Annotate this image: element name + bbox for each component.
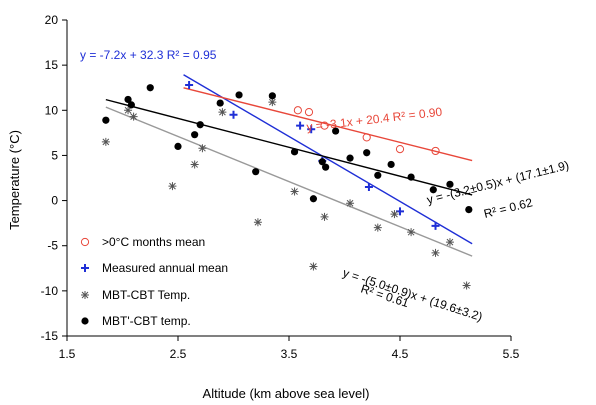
data-point-plus: [185, 81, 194, 90]
x-tick-label: 3.5: [281, 347, 298, 361]
data-point-plus: [296, 121, 305, 130]
data-point-asterisk: [129, 112, 138, 121]
axes: -15 -10 -5 0 5 10 15 20 1.5 2.5 3.5 4.5 5.5: [41, 13, 520, 361]
regression-line-3: [105, 106, 473, 257]
data-point-asterisk: [407, 228, 416, 237]
data-point-asterisk: [431, 248, 440, 257]
data-point-filled-circle: [429, 186, 437, 194]
data-point-open-circle: [362, 133, 371, 142]
data-point-filled-circle: [146, 84, 154, 92]
legend-item-open-circle: >0°C months mean: [80, 235, 205, 249]
data-point-asterisk: [190, 160, 199, 169]
legend-label: Measured annual mean: [102, 261, 228, 275]
legend-plus-marker: [81, 264, 89, 272]
y-tick-label: 10: [45, 103, 59, 117]
data-point-asterisk: [390, 210, 399, 219]
y-tick-label: 15: [45, 58, 59, 72]
black-regression-r2: R² = 0.62: [482, 195, 534, 221]
y-tick-label: 0: [51, 194, 58, 208]
y-tick-label: -10: [41, 284, 59, 298]
legend-label: >0°C months mean: [102, 235, 205, 249]
data-point-filled-circle: [387, 160, 395, 169]
data-point-filled-circle: [318, 158, 326, 166]
data-point-filled-circle: [374, 171, 382, 179]
data-point-open-circle: [395, 145, 405, 154]
data-point-asterisk: [290, 187, 299, 196]
data-point-open-circle: [320, 121, 329, 130]
data-point-filled-circle: [127, 101, 135, 109]
data-point-filled-circle: [268, 92, 276, 100]
data-point-filled-circle: [124, 95, 132, 104]
y-tick-label: 20: [45, 13, 59, 27]
data-point-plus: [364, 183, 373, 192]
data-point-plus: [307, 125, 316, 134]
regression-lines: [105, 74, 473, 257]
legend-item-asterisk: MBT-CBT Temp.: [81, 288, 190, 302]
legend-item-filled-circle: MBT'-CBT temp.: [81, 314, 191, 328]
data-point-filled-circle: [196, 121, 204, 129]
red-regression-equation: y = -3.1x + 20.4 R² = 0.90: [306, 105, 443, 134]
data-point-asterisk: [101, 137, 110, 146]
data-point-filled-circle: [407, 173, 415, 181]
data-point-asterisk: [124, 106, 133, 115]
data-point-filled-circle: [191, 131, 199, 139]
legend-item-plus: Measured annual mean: [81, 261, 228, 275]
data-point-plus: [431, 221, 440, 230]
data-point-filled-circle: [174, 142, 182, 150]
data-markers: [101, 81, 473, 290]
legend-label: MBT-CBT Temp.: [102, 288, 190, 302]
data-point-open-circle: [293, 106, 302, 115]
data-point-filled-circle: [216, 99, 224, 107]
data-point-filled-circle: [465, 206, 473, 214]
data-point-filled-circle: [446, 180, 454, 188]
data-point-plus: [229, 110, 238, 119]
legend: >0°C months mean Measured annual mean MB…: [80, 235, 228, 328]
data-point-filled-circle: [235, 91, 243, 99]
data-point-filled-circle: [309, 195, 318, 203]
data-point-filled-circle: [332, 127, 340, 135]
data-point-asterisk: [309, 262, 318, 271]
blue-regression-equation: y = -7.2x + 32.3 R² = 0.95: [80, 48, 217, 62]
data-point-filled-circle: [102, 116, 110, 124]
x-tick-label: 4.5: [392, 347, 409, 361]
data-point-asterisk: [218, 108, 227, 117]
x-tick-label: 1.5: [59, 347, 76, 361]
data-point-asterisk: [346, 199, 355, 208]
legend-asterisk-marker: [81, 291, 89, 299]
data-point-asterisk: [373, 223, 382, 232]
y-tick-label: -15: [41, 329, 59, 343]
x-axis-title: Altitude (km above sea level): [203, 386, 370, 401]
data-point-asterisk: [320, 212, 329, 221]
data-point-asterisk: [268, 98, 277, 107]
data-point-filled-circle: [290, 148, 299, 156]
legend-label: MBT'-CBT temp.: [102, 314, 191, 328]
data-point-asterisk: [168, 182, 177, 191]
x-tick-label: 5.5: [503, 347, 520, 361]
data-point-filled-circle: [322, 163, 330, 171]
data-point-filled-circle: [346, 154, 354, 162]
y-axis-title: Temperature (°C): [7, 130, 22, 230]
data-point-asterisk: [462, 281, 471, 290]
y-tick-label: -5: [47, 239, 58, 253]
legend-open-circle-marker: [80, 237, 90, 247]
legend-filled-circle-marker: [81, 317, 89, 325]
data-point-filled-circle: [363, 149, 371, 157]
data-point-asterisk: [198, 144, 207, 153]
data-point-asterisk: [445, 238, 454, 247]
y-tick-label: 5: [51, 148, 58, 162]
x-tick-label: 2.5: [170, 347, 187, 361]
data-point-asterisk: [253, 218, 262, 227]
data-point-open-circle: [304, 107, 314, 117]
regression-line-0: [183, 74, 473, 245]
annotations: y = -7.2x + 32.3 R² = 0.95 y = -3.1x + 2…: [80, 48, 570, 324]
data-point-open-circle: [431, 146, 440, 156]
data-point-filled-circle: [252, 168, 260, 176]
